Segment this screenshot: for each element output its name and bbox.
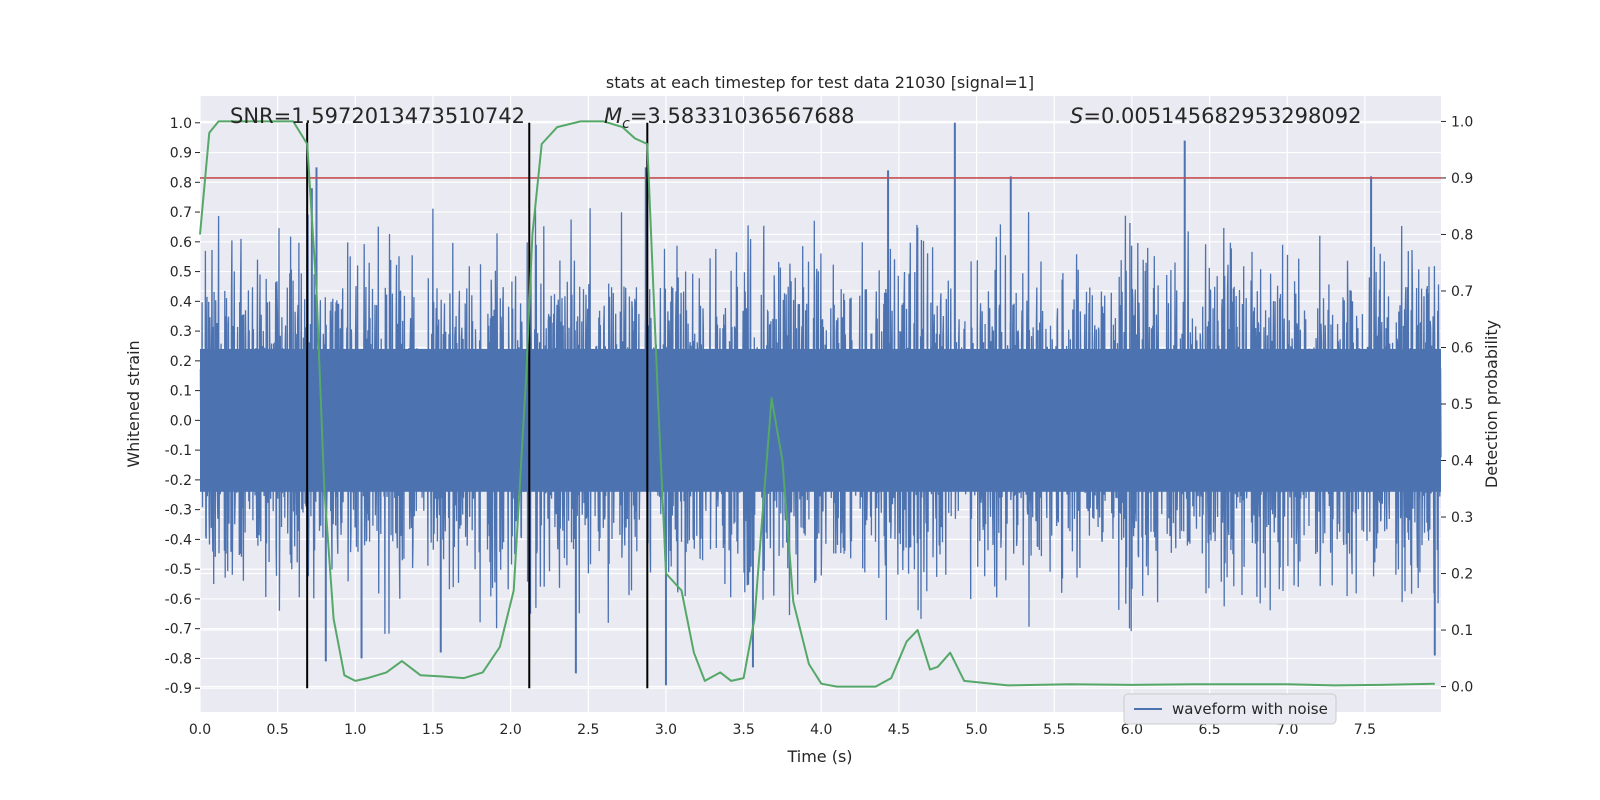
y-tick-labels-right: 1.0 0.9 0.8 0.7 0.6 0.5 0.4 0.3 0.2 0.1 0.0: [1441, 114, 1473, 696]
x-tick-label: 1.0: [344, 722, 366, 738]
x-tick-label: 4.0: [810, 722, 832, 738]
y-tick-label: -0.6: [165, 592, 192, 608]
y-tick-label: 0.2: [170, 354, 192, 370]
y-right-tick-label: 0.0: [1451, 680, 1473, 696]
y-axis-label-left: Whitened strain: [124, 340, 143, 467]
x-tick-label: 4.5: [888, 722, 910, 738]
y-tick-label: 0.8: [170, 175, 192, 191]
y-tick-label: -0.7: [165, 622, 192, 638]
y-right-tick-label: 0.7: [1451, 284, 1473, 300]
y-tick-label: 0.0: [170, 413, 192, 429]
y-tick-label: 0.1: [170, 384, 192, 400]
y-right-tick-label: 0.1: [1451, 623, 1473, 639]
y-tick-label: -0.5: [165, 562, 192, 578]
waveform-trace: [199, 208, 1442, 634]
x-tick-label: 3.5: [732, 722, 754, 738]
mc-subscript: c: [622, 116, 630, 132]
x-tick-label: 0.0: [189, 722, 211, 738]
x-tick-label: 6.5: [1198, 722, 1220, 738]
legend: waveform with noise: [1123, 693, 1337, 725]
y-tick-label: 0.6: [170, 235, 192, 251]
x-tick-label: 1.5: [422, 722, 444, 738]
y-tick-label: 0.3: [170, 324, 192, 340]
x-tick-label: 5.5: [1043, 722, 1065, 738]
x-tick-label: 3.0: [655, 722, 677, 738]
y-tick-label: 0.5: [170, 265, 192, 281]
x-tick-labels: 0.0 0.5 1.0 1.5 2.0 2.5 3.0 3.5 4.0 4.5 5.0 5.5 6.0 6…: [189, 722, 1376, 738]
waveform-series: [199, 122, 1442, 686]
x-tick-label: 2.5: [577, 722, 599, 738]
vertical-markers: [306, 122, 649, 689]
y-axis-label-right: Detection probability: [1482, 320, 1501, 488]
y-tick-label: -0.8: [165, 651, 192, 667]
detection-probability-line: [199, 120, 1435, 688]
y-tick-label: -0.4: [165, 532, 192, 548]
y-tick-labels-left: 1.0 0.9 0.8 0.7 0.6 0.5 0.4 0.3 0.2 0.1 0.0 -0.1 -0.…: [165, 116, 200, 697]
legend-box: [1123, 693, 1337, 725]
x-tick-label: 7.5: [1354, 722, 1376, 738]
mc-value: =3.58331036567688: [630, 104, 855, 128]
x-tick-label: 6.0: [1121, 722, 1143, 738]
legend-label-waveform: waveform with noise: [1172, 700, 1328, 718]
s-value: =0.005145682953298092: [1083, 104, 1361, 128]
x-tick-label: 5.0: [965, 722, 987, 738]
y-right-tick-label: 0.6: [1451, 340, 1473, 356]
x-tick-label: 0.5: [267, 722, 289, 738]
y-right-tick-label: 1.0: [1451, 114, 1473, 130]
detection-probability-series: [199, 120, 1435, 688]
y-tick-label: 0.4: [170, 294, 192, 310]
x-axis-label: Time (s): [786, 747, 852, 766]
s-symbol: S: [1070, 104, 1083, 128]
y-right-tick-label: 0.9: [1451, 171, 1473, 187]
y-right-tick-label: 0.5: [1451, 397, 1473, 413]
y-tick-label: -0.1: [165, 443, 192, 459]
y-tick-label: -0.2: [165, 473, 192, 489]
mc-symbol: M: [604, 104, 622, 128]
y-right-tick-label: 0.2: [1451, 567, 1473, 583]
y-tick-label: -0.9: [165, 681, 192, 697]
y-right-tick-label: 0.8: [1451, 227, 1473, 243]
y-tick-label: 0.7: [170, 205, 192, 221]
x-tick-label: 2.0: [500, 722, 522, 738]
y-tick-label: 1.0: [170, 116, 192, 132]
y-tick-label: 0.9: [170, 146, 192, 162]
mc-annotation: Mc=3.58331036567688: [604, 104, 855, 132]
chart-title: stats at each timestep for test data 210…: [606, 73, 1034, 92]
y-tick-label: -0.3: [165, 503, 192, 519]
y-right-tick-label: 0.4: [1451, 454, 1473, 470]
x-tick-label: 7.0: [1276, 722, 1298, 738]
y-right-tick-label: 0.3: [1451, 510, 1473, 526]
s-annotation: S=0.005145682953298092: [1070, 104, 1361, 128]
snr-annotation: SNR=1.5972013473510742: [230, 104, 525, 128]
